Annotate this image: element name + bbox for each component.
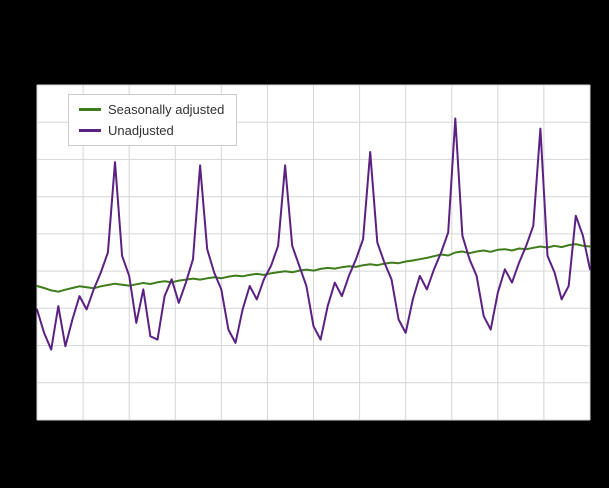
- legend-item-seasonally-adjusted[interactable]: Seasonally adjusted: [79, 102, 224, 118]
- legend-line-swatch-green: [79, 108, 101, 112]
- legend-item-unadjusted[interactable]: Unadjusted: [79, 123, 224, 139]
- legend-label-seasonally-adjusted: Seasonally adjusted: [108, 102, 225, 117]
- legend-line-swatch-purple: [79, 128, 101, 132]
- legend-label-unadjusted: Unadjusted: [108, 122, 174, 138]
- chart-legend: Seasonally adjusted Unadjusted: [68, 94, 238, 147]
- series-line-0: [36, 243, 591, 293]
- series-line-1: [36, 117, 591, 351]
